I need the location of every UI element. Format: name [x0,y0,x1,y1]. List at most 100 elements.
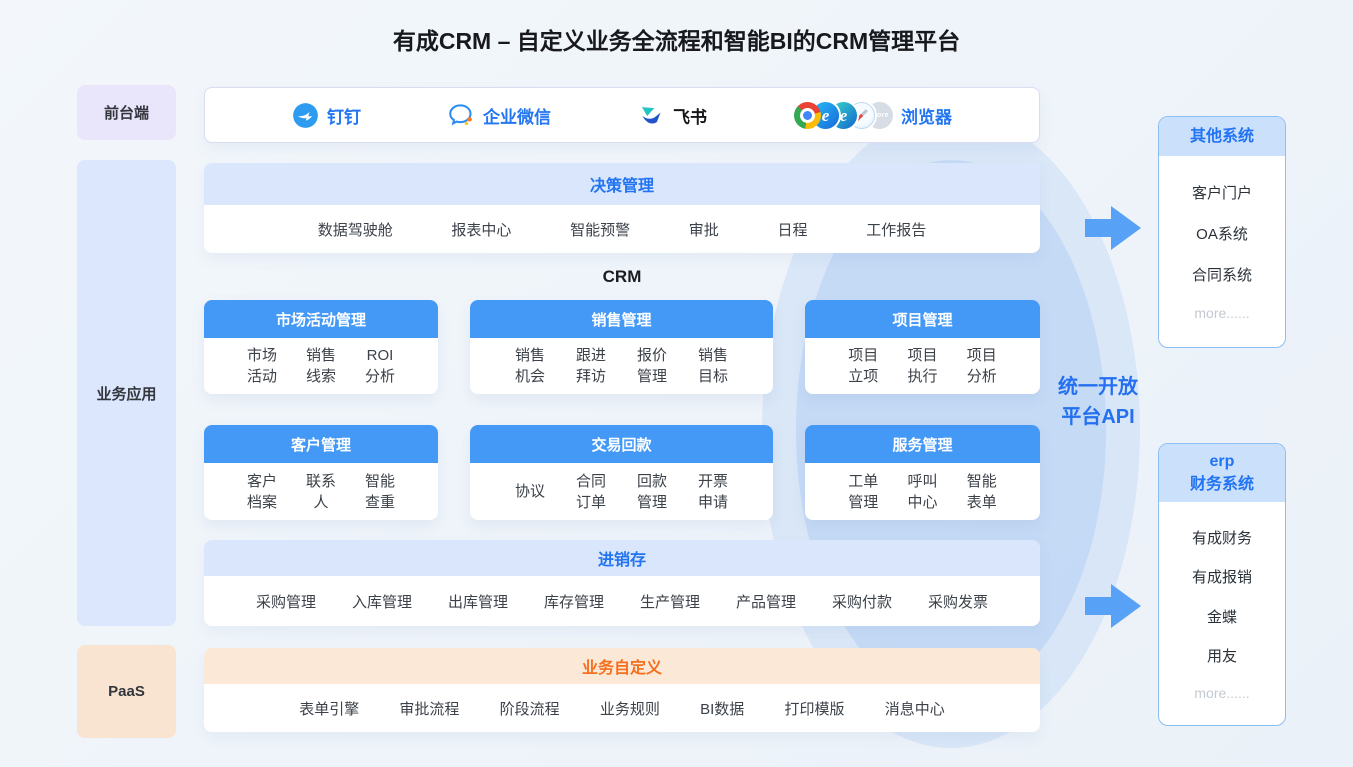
card-marketing-header: 市场活动管理 [204,300,438,338]
arrow-right-icon [1085,584,1141,628]
wecom-icon [449,103,472,125]
client-dingtalk: 钉钉 [292,102,361,129]
card-project-header: 项目管理 [805,300,1040,338]
card-item: 回款 管理 [636,472,667,511]
erp-systems-body: 有成财务 有成报销 金蝶 用友 more...... [1159,502,1285,725]
arrow-right-icon [1085,206,1141,250]
crm-group-label: CRM [602,267,642,286]
dingtalk-icon [293,102,318,128]
section-decision-header: 决策管理 [204,163,1040,205]
card-service-body: 工单 管理 呼叫 中心 智能 表单 [805,463,1040,520]
inventory-item: 采购付款 [831,593,892,611]
rail-paas-label: PaaS [108,683,145,700]
card-item: 工单 管理 [848,472,879,511]
erp-system-item: 有成报销 [1191,569,1252,586]
decision-item: 工作报告 [866,221,927,239]
open-platform-api-label: 统一开放 平台API [1028,372,1168,432]
front-end-bar: 钉钉 企业微信 飞书 more [204,87,1040,143]
card-item: 项目 执行 [907,347,938,385]
custom-item: 阶段流程 [499,700,560,718]
card-item: 项目 立项 [848,347,879,385]
card-item: 客户 档案 [246,472,277,511]
card-item: 智能 表单 [966,472,997,511]
custom-item: 审批流程 [399,700,460,718]
custom-item: 业务规则 [599,700,660,718]
crm-card-row-1: 市场活动管理 市场 活动 销售 线索 ROI 分析 销售管理 销售 机会 跟进 … [204,300,1040,394]
decision-item: 智能预警 [570,221,631,239]
decision-item: 日程 [777,221,808,239]
other-systems-body: 客户门户 OA系统 合同系统 more...... [1159,156,1285,347]
inventory-item: 采购管理 [255,593,316,611]
card-item: 报价 管理 [636,347,667,385]
rail-paas: PaaS [77,645,176,738]
chrome-icon [794,101,821,129]
card-transaction-header: 交易回款 [470,425,773,463]
page-title: 有成CRM – 自定义业务全流程和智能BI的CRM管理平台 [392,28,961,54]
card-item: ROI 分析 [364,347,395,385]
inventory-item: 生产管理 [639,593,700,611]
card-marketing: 市场活动管理 市场 活动 销售 线索 ROI 分析 [204,300,438,394]
card-erp-finance-systems: erp 财务系统 有成财务 有成报销 金蝶 用友 more...... [1158,443,1286,726]
client-feishu-label: 飞书 [673,107,707,127]
inventory-item: 出库管理 [447,593,508,611]
section-decision-body: 数据驾驶舱 报表中心 智能预警 审批 日程 工作报告 [204,205,1040,253]
other-systems-more: more...... [1194,305,1250,321]
card-sales-body: 销售 机会 跟进 拜访 报价 管理 销售 目标 [470,338,773,394]
api-label-line2: 平台API [1061,406,1135,428]
rail-front-end-label: 前台端 [103,105,149,122]
card-sales-header: 销售管理 [470,300,773,338]
card-item: 市场 活动 [246,347,277,385]
card-item: 项目 分析 [966,347,997,385]
rail-business-apps: 业务应用 [77,160,176,626]
client-wecom: 企业微信 [448,102,551,129]
custom-item: BI数据 [700,700,745,718]
browsers-icon: more [794,101,893,129]
card-project-body: 项目 立项 项目 执行 项目 分析 [805,338,1040,394]
card-service-header: 服务管理 [805,425,1040,463]
decision-item: 报表中心 [451,221,512,239]
inventory-item: 库存管理 [543,593,604,611]
section-customization-header: 业务自定义 [204,648,1040,684]
client-browsers: more 浏览器 [794,101,952,129]
section-business-customization: 业务自定义 表单引擎 审批流程 阶段流程 业务规则 BI数据 打印模版 消息中心 [204,648,1040,732]
card-customer-body: 客户 档案 联系 人 智能 查重 [204,463,438,520]
inventory-item: 入库管理 [351,593,412,611]
other-system-item: 合同系统 [1191,267,1252,284]
card-item: 合同 订单 [575,472,606,511]
inventory-item: 产品管理 [735,593,796,611]
erp-systems-header: erp 财务系统 [1159,444,1285,502]
card-item: 智能 查重 [364,472,395,511]
section-inventory: 进销存 采购管理 入库管理 出库管理 库存管理 生产管理 产品管理 采购付款 采… [204,540,1040,626]
crm-card-row-2: 客户管理 客户 档案 联系 人 智能 查重 交易回款 协议 合同 订单 回款 管… [204,425,1040,520]
card-item: 销售 机会 [514,347,545,385]
decision-item: 数据驾驶舱 [317,221,393,239]
rail-business-apps-label: 业务应用 [96,385,157,403]
section-inventory-body: 采购管理 入库管理 出库管理 库存管理 生产管理 产品管理 采购付款 采购发票 [204,576,1040,626]
card-item: 销售 线索 [305,347,336,385]
erp-system-item: 有成财务 [1191,529,1252,547]
client-dingtalk-label: 钉钉 [327,107,361,127]
card-marketing-body: 市场 活动 销售 线索 ROI 分析 [204,338,438,394]
section-customization-body: 表单引擎 审批流程 阶段流程 业务规则 BI数据 打印模版 消息中心 [204,684,1040,732]
card-sales: 销售管理 销售 机会 跟进 拜访 报价 管理 销售 目标 [470,300,773,394]
decision-item: 审批 [688,221,719,239]
client-browsers-label: 浏览器 [901,107,952,127]
card-item: 联系 人 [305,472,336,511]
erp-systems-more: more...... [1194,684,1250,701]
custom-item: 打印模版 [784,700,845,718]
section-decision-management: 决策管理 数据驾驶舱 报表中心 智能预警 审批 日程 工作报告 [204,163,1040,253]
other-systems-header: 其他系统 [1159,117,1285,156]
card-item: 销售 目标 [697,347,728,385]
other-system-item: 客户门户 [1191,185,1252,202]
card-transaction-body: 协议 合同 订单 回款 管理 开票 申请 [470,463,773,520]
card-item: 开票 申请 [697,472,728,511]
card-item: 呼叫 中心 [907,472,938,511]
client-feishu: 飞书 [638,102,707,129]
feishu-icon [641,106,661,124]
card-other-systems: 其他系统 客户门户 OA系统 合同系统 more...... [1158,116,1286,348]
card-customer: 客户管理 客户 档案 联系 人 智能 查重 [204,425,438,520]
rail-front-end: 前台端 [77,85,176,140]
erp-system-item: 金蝶 [1206,608,1237,626]
other-system-item: OA系统 [1196,226,1248,243]
client-wecom-label: 企业微信 [483,107,551,127]
